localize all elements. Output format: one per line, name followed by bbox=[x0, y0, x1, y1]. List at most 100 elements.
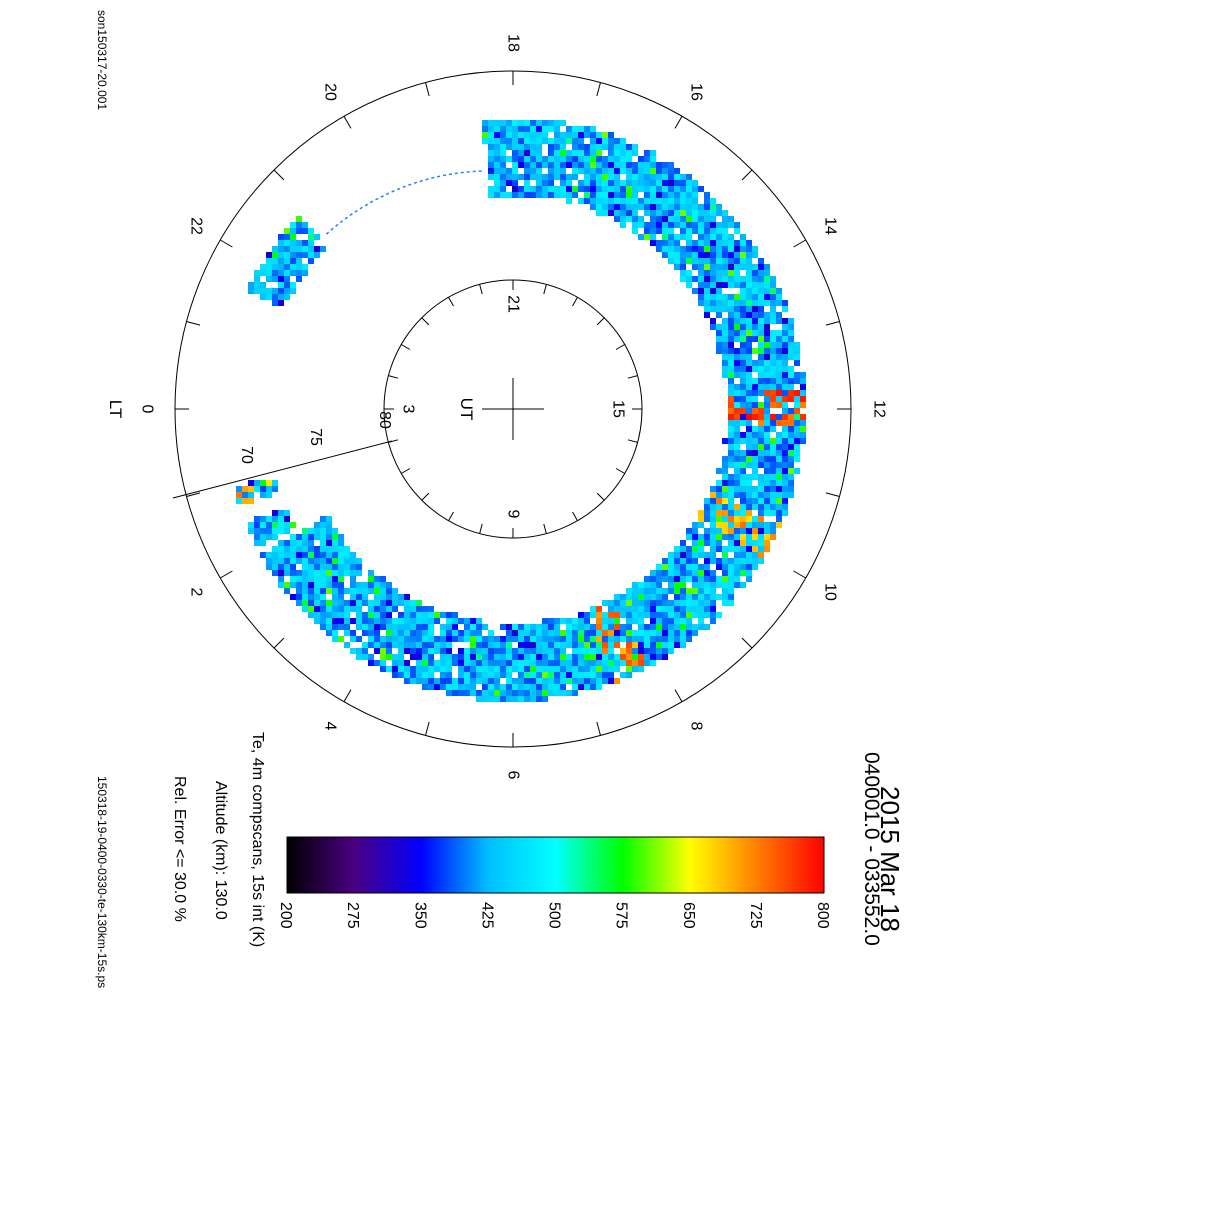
heatmap-cell bbox=[560, 618, 566, 624]
heatmap-cell bbox=[764, 468, 770, 474]
heatmap-cell bbox=[488, 162, 494, 168]
ut-clock-tick bbox=[448, 297, 454, 307]
heatmap-cell bbox=[530, 126, 536, 132]
heatmap-cell bbox=[512, 186, 518, 192]
heatmap-cell bbox=[686, 252, 692, 258]
heatmap-cell bbox=[482, 684, 488, 690]
heatmap-cell bbox=[506, 120, 512, 126]
heatmap-cell bbox=[566, 162, 572, 168]
heatmap-cell bbox=[716, 300, 722, 306]
heatmap-cell bbox=[740, 408, 746, 414]
heatmap-cell bbox=[542, 618, 548, 624]
heatmap-cell bbox=[392, 636, 398, 642]
heatmap-cell bbox=[272, 276, 278, 282]
heatmap-cell bbox=[320, 612, 326, 618]
heatmap-cell bbox=[386, 606, 392, 612]
heatmap-cell bbox=[608, 192, 614, 198]
heatmap-cell bbox=[638, 168, 644, 174]
heatmap-cell bbox=[740, 336, 746, 342]
heatmap-cell bbox=[632, 660, 638, 666]
heatmap-cell bbox=[596, 660, 602, 666]
heatmap-cell bbox=[752, 330, 758, 336]
heatmap-cell bbox=[548, 168, 554, 174]
heatmap-cell bbox=[764, 402, 770, 408]
heatmap-cell bbox=[596, 198, 602, 204]
lt-rim-tick bbox=[825, 492, 840, 497]
heatmap-cell bbox=[614, 624, 620, 630]
heatmap-cell bbox=[470, 654, 476, 660]
heatmap-cell bbox=[722, 582, 728, 588]
heatmap-cell bbox=[734, 420, 740, 426]
heatmap-cell bbox=[620, 648, 626, 654]
heatmap-cell bbox=[554, 678, 560, 684]
heatmap-cell bbox=[476, 696, 482, 702]
heatmap-cell bbox=[578, 678, 584, 684]
heatmap-cell bbox=[650, 210, 656, 216]
heatmap-cell bbox=[602, 660, 608, 666]
heatmap-cell bbox=[596, 186, 602, 192]
heatmap-cell bbox=[602, 672, 608, 678]
heatmap-cell bbox=[506, 174, 512, 180]
heatmap-cell bbox=[758, 390, 764, 396]
heatmap-cell bbox=[734, 444, 740, 450]
heatmap-cell bbox=[296, 270, 302, 276]
heatmap-cell bbox=[776, 384, 782, 390]
heatmap-cell bbox=[416, 648, 422, 654]
heatmap-cell bbox=[608, 642, 614, 648]
heatmap-cell bbox=[776, 318, 782, 324]
ut-clock-tick bbox=[627, 439, 638, 443]
heatmap-cell bbox=[650, 180, 656, 186]
heatmap-cell bbox=[680, 612, 686, 618]
heatmap-cell bbox=[422, 606, 428, 612]
heatmap-cell bbox=[692, 630, 698, 636]
heatmap-cell bbox=[554, 660, 560, 666]
heatmap-cell bbox=[758, 558, 764, 564]
heatmap-cell bbox=[578, 162, 584, 168]
heatmap-cell bbox=[272, 528, 278, 534]
heatmap-cell bbox=[386, 654, 392, 660]
heatmap-cell bbox=[578, 630, 584, 636]
heatmap-cell bbox=[332, 546, 338, 552]
heatmap-cell bbox=[614, 156, 620, 162]
heatmap-cell bbox=[710, 552, 716, 558]
heatmap-cell bbox=[560, 156, 566, 162]
heatmap-cell bbox=[650, 156, 656, 162]
heatmap-cell bbox=[698, 612, 704, 618]
heatmap-cell bbox=[662, 624, 668, 630]
heatmap-cell bbox=[236, 498, 242, 504]
heatmap-cell bbox=[536, 678, 542, 684]
heatmap-cell bbox=[650, 618, 656, 624]
heatmap-cell bbox=[560, 150, 566, 156]
heatmap-cell bbox=[506, 654, 512, 660]
heatmap-cell bbox=[620, 138, 626, 144]
heatmap-cell bbox=[716, 576, 722, 582]
heatmap-cell bbox=[752, 318, 758, 324]
heatmap-cell bbox=[734, 258, 740, 264]
lt-rim-tick bbox=[741, 637, 753, 649]
heatmap-cell bbox=[740, 570, 746, 576]
heatmap-cell bbox=[638, 588, 644, 594]
heatmap-cell bbox=[596, 144, 602, 150]
heatmap-cell bbox=[446, 630, 452, 636]
heatmap-cell bbox=[440, 630, 446, 636]
heatmap-cell bbox=[740, 324, 746, 330]
heatmap-cell bbox=[608, 660, 614, 666]
heatmap-cell bbox=[782, 372, 788, 378]
heatmap-cell bbox=[488, 156, 494, 162]
heatmap-cell bbox=[746, 384, 752, 390]
heatmap-cell bbox=[386, 600, 392, 606]
heatmap-cell bbox=[734, 510, 740, 516]
heatmap-cell bbox=[512, 684, 518, 690]
heatmap-cell bbox=[302, 222, 308, 228]
heatmap-cell bbox=[314, 528, 320, 534]
heatmap-cell bbox=[710, 486, 716, 492]
heatmap-cell bbox=[428, 666, 434, 672]
heatmap-cell bbox=[728, 258, 734, 264]
heatmap-cell bbox=[554, 624, 560, 630]
heatmap-cell bbox=[770, 468, 776, 474]
heatmap-cell bbox=[650, 162, 656, 168]
heatmap-cell bbox=[398, 660, 404, 666]
heatmap-cell bbox=[668, 642, 674, 648]
heatmap-cell bbox=[662, 240, 668, 246]
